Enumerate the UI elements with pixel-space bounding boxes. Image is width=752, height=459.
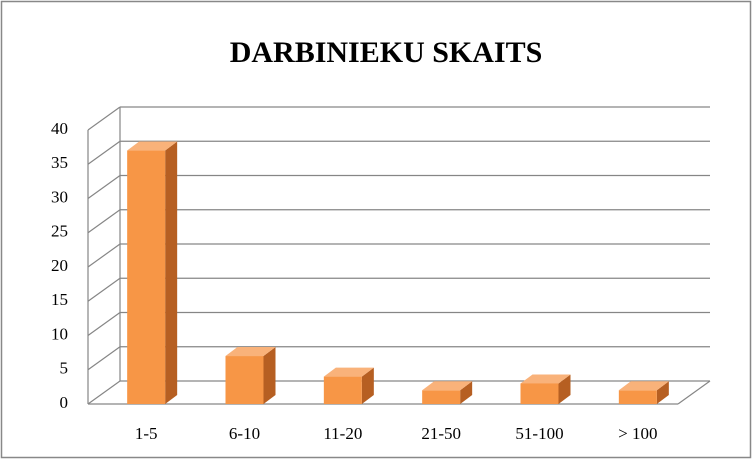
grid-line [87,312,121,336]
bar-top [323,367,374,377]
x-tick-label: 6-10 [229,424,260,443]
bar-side [656,381,669,404]
y-tick-label: 0 [60,393,69,412]
bar-top [422,381,473,391]
grid-line [87,380,121,405]
bar [520,383,559,404]
y-tick-label: 15 [51,290,68,309]
bar-side [558,374,571,404]
grid-line [87,175,121,199]
bar [323,376,362,404]
y-tick-label: 20 [51,256,68,275]
chart-title: DARBINIEKU SKAITS [230,36,543,69]
y-tick-label: 5 [60,359,69,378]
bar-top [225,347,276,357]
grid-line [87,209,121,234]
y-tick-label: 35 [51,153,68,172]
grid-line [87,243,121,268]
y-tick-label: 30 [51,187,68,206]
bar [225,356,264,404]
x-tick-label: > 100 [618,424,657,443]
y-tick-label: 40 [51,119,68,138]
bar-side [460,381,473,404]
bar [422,390,461,404]
bar-side [361,367,374,404]
grid-line [87,140,121,165]
x-tick-label: 1-5 [135,424,158,443]
x-tick-label: 21-50 [421,424,461,443]
x-tick-label: 11-20 [323,424,362,443]
floor-line [677,380,711,405]
bar-side [263,347,276,404]
bar-side [165,141,178,405]
grid-line [87,106,121,131]
bar-top [127,141,178,151]
x-tick-label: 51-100 [515,424,563,443]
grid-line [87,346,121,371]
bar-top [618,381,669,391]
grid-line [87,277,121,302]
bar-top [520,374,571,384]
y-tick-label: 25 [51,222,68,241]
bar [127,150,166,404]
y-tick-label: 10 [51,324,68,343]
bar [618,390,657,404]
